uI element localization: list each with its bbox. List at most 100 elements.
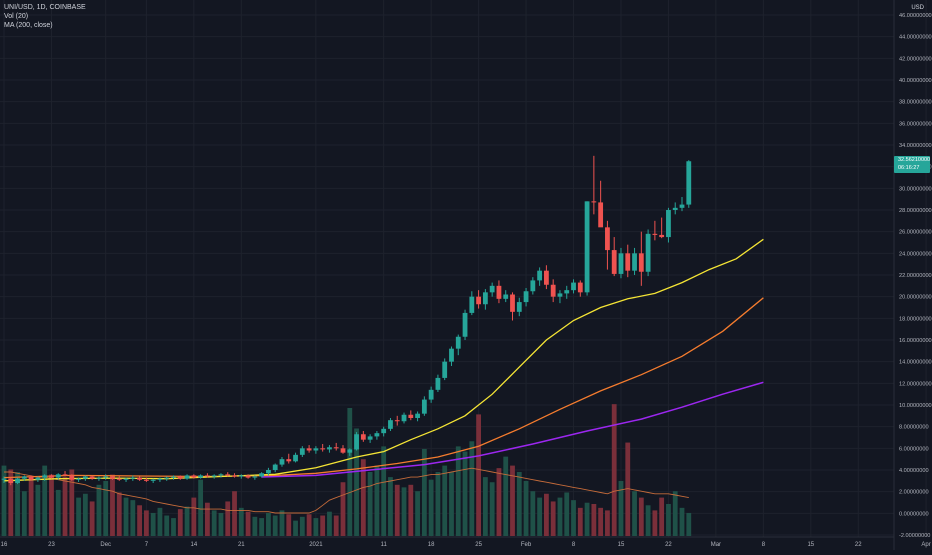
candle — [435, 374, 441, 392]
price-axis[interactable]: 46.00000000 44.00000000 42.00000000 40.0000… — [899, 13, 932, 539]
candle-body — [143, 479, 149, 481]
candle — [482, 289, 488, 310]
candle — [632, 247, 637, 275]
candle-body — [577, 282, 583, 293]
volume-bar — [177, 509, 183, 536]
candle — [211, 474, 217, 479]
volume-bar — [421, 448, 427, 536]
volume-bar — [482, 477, 488, 536]
volume-bar — [89, 501, 95, 536]
volume-bar — [96, 484, 102, 536]
volume-bar — [21, 491, 27, 536]
volume-bar — [123, 497, 129, 536]
candle — [516, 297, 522, 317]
volume-bar — [469, 441, 475, 536]
candle-body — [177, 476, 183, 479]
volume-bar — [184, 506, 190, 536]
volume-bar — [625, 442, 631, 536]
volume-indicator-label[interactable]: Vol (20) — [4, 13, 29, 20]
candle — [89, 475, 95, 480]
volume-bar — [388, 477, 393, 536]
volume-bar — [62, 477, 68, 536]
volume-bar — [360, 459, 366, 536]
candle — [611, 237, 617, 277]
volume-bar — [544, 493, 549, 536]
volume-bar — [42, 465, 48, 536]
candle-body — [516, 302, 522, 312]
candle — [354, 432, 359, 451]
candle — [672, 202, 678, 215]
candle — [367, 434, 373, 443]
time-tick-label: 15 — [807, 542, 814, 548]
symbol-title[interactable]: UNI/USD, 1D, COINBASE — [4, 4, 86, 11]
candle-body — [184, 475, 190, 479]
volume-bar — [49, 474, 54, 536]
candle — [130, 475, 136, 481]
candle — [238, 474, 244, 479]
candle — [638, 231, 644, 286]
candle-body — [611, 250, 617, 274]
volume-bar — [618, 480, 624, 536]
volume-bar — [557, 497, 563, 536]
candle-body — [69, 475, 75, 480]
candle — [177, 475, 183, 480]
time-tick-label: 18 — [428, 542, 435, 548]
candle-body — [449, 348, 454, 362]
candle-body — [598, 202, 604, 228]
volume-bar — [320, 515, 326, 536]
candle — [42, 474, 48, 481]
candle-body — [462, 312, 468, 337]
volume-bar — [394, 484, 400, 536]
time-tick-label: 2021 — [309, 542, 323, 548]
currency-label[interactable]: USD — [911, 5, 924, 11]
volume-bar — [516, 472, 522, 536]
candle-body — [652, 233, 658, 235]
candle-body — [415, 413, 420, 418]
candle — [584, 201, 590, 296]
volume-bar — [591, 504, 597, 536]
price-tick-label: -2.00000000 — [899, 533, 930, 539]
candle — [1, 476, 7, 483]
candle — [8, 477, 14, 486]
volume-bar — [110, 474, 115, 536]
volume-bar — [415, 491, 420, 536]
candle — [469, 291, 475, 316]
price-tick-label: 10.00000000 — [899, 403, 932, 409]
candle — [184, 474, 190, 480]
volume-bar — [279, 510, 285, 536]
candle — [510, 292, 515, 321]
volume-bar — [157, 507, 163, 536]
candle-body — [116, 478, 122, 480]
candle — [49, 474, 54, 479]
time-tick-label: 15 — [618, 542, 625, 548]
volume-bar — [218, 512, 224, 536]
time-tick-label: 21 — [238, 542, 245, 548]
candle-body — [686, 161, 692, 205]
price-tick-label: 12.00000000 — [899, 381, 932, 387]
price-tick-label: 24.00000000 — [899, 251, 932, 257]
volume-bar — [137, 505, 142, 536]
candle — [455, 334, 461, 356]
volume-bar — [598, 507, 604, 536]
candle-body — [76, 478, 81, 480]
volume-bar — [503, 456, 509, 536]
candle-body — [225, 474, 231, 476]
price-tick-label: 16.00000000 — [899, 338, 932, 344]
candle — [496, 280, 502, 304]
candle-body — [503, 294, 509, 299]
time-axis[interactable]: 16 23 Dec 7 14 21 2021 11 18 25 Feb 8 15 22 Mar 8 15 22 Ap… — [1, 542, 931, 548]
candle — [489, 282, 495, 297]
candle — [388, 418, 393, 431]
candle-body — [496, 285, 502, 299]
candle — [15, 477, 20, 485]
volume-bar — [584, 502, 590, 536]
volume-bar — [143, 510, 149, 536]
candle — [415, 411, 420, 422]
ma-indicator-label[interactable]: MA (200, close) — [4, 22, 53, 29]
time-tick-label: 22 — [855, 542, 862, 548]
candle — [286, 453, 292, 464]
volume-bar — [550, 501, 556, 536]
candle — [259, 472, 265, 478]
